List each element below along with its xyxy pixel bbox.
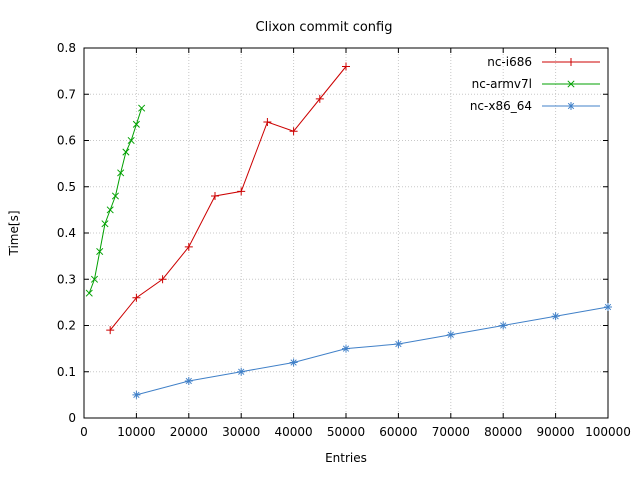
marker-plus xyxy=(263,118,272,126)
marker-x xyxy=(106,206,114,214)
marker-x xyxy=(111,192,119,200)
marker-star xyxy=(604,303,612,311)
series-line xyxy=(109,66,347,331)
marker-x xyxy=(90,275,99,283)
y-tick-label: 0 xyxy=(68,411,76,425)
legend-sample xyxy=(542,102,600,110)
x-tick-label: 100000 xyxy=(585,425,631,439)
legend-sample xyxy=(542,58,600,66)
marker-plus xyxy=(567,58,575,66)
marker-star xyxy=(290,359,297,366)
x-tick-label: 70000 xyxy=(432,425,470,439)
marker-x xyxy=(85,289,93,297)
marker-plus xyxy=(132,293,141,302)
marker-plus xyxy=(342,62,350,71)
y-tick-label: 0.7 xyxy=(57,87,76,101)
marker-star xyxy=(552,313,559,320)
marker-plus xyxy=(106,326,115,335)
chart-title: Clixon commit config xyxy=(256,20,393,35)
marker-x xyxy=(132,120,140,128)
y-tick-label: 0.3 xyxy=(57,272,76,286)
legend-label: nc-i686 xyxy=(487,55,532,69)
series-group xyxy=(85,62,612,399)
y-tick-label: 0.4 xyxy=(57,226,76,240)
marker-star xyxy=(447,331,454,338)
series-line xyxy=(136,306,609,396)
marker-plus xyxy=(211,192,219,200)
x-tick-label: 50000 xyxy=(327,425,365,439)
marker-plus xyxy=(158,275,167,284)
marker-x xyxy=(567,80,575,88)
x-tick-label: 60000 xyxy=(379,425,417,439)
y-axis-label: Time[s] xyxy=(7,211,21,257)
marker-star xyxy=(342,345,350,352)
marker-star xyxy=(500,322,507,329)
y-tick-label: 0.6 xyxy=(57,134,76,148)
x-tick-label: 30000 xyxy=(222,425,260,439)
x-tick-label: 0 xyxy=(80,425,88,439)
marker-plus xyxy=(184,242,193,251)
series-nc-i686 xyxy=(106,62,350,335)
x-tick-label: 40000 xyxy=(275,425,313,439)
marker-x xyxy=(127,136,135,145)
x-axis-label: Entries xyxy=(325,451,367,465)
marker-plus xyxy=(315,94,324,103)
marker-plus xyxy=(289,127,298,136)
axes: 0 10000 20000 30000 40000 50000 60000 70000 8000… xyxy=(57,41,631,439)
legend: nc-i686 nc-armv7l nc-x86_64 xyxy=(470,55,600,113)
legend-label: nc-x86_64 xyxy=(470,99,532,113)
series-line xyxy=(88,107,143,294)
series-nc-x86_64 xyxy=(132,303,612,399)
marker-x xyxy=(122,148,130,156)
marker-star xyxy=(133,391,140,399)
marker-star xyxy=(567,102,575,110)
marker-x xyxy=(138,104,146,112)
legend-label: nc-armv7l xyxy=(472,77,532,91)
plot-border xyxy=(83,47,609,419)
series-nc-armv7l xyxy=(85,104,146,297)
x-tick-label: 90000 xyxy=(537,425,575,439)
marker-star xyxy=(395,340,402,348)
marker-x xyxy=(117,169,125,177)
marker-plus xyxy=(237,187,246,196)
x-tick-label: 20000 xyxy=(170,425,208,439)
marker-star xyxy=(185,377,192,385)
y-tick-label: 0.5 xyxy=(57,180,76,194)
y-tick-label: 0.2 xyxy=(57,319,76,333)
marker-x xyxy=(101,220,109,228)
y-tick-label: 0.1 xyxy=(57,365,76,379)
marker-x xyxy=(96,247,104,256)
y-tick-label: 0.8 xyxy=(57,41,76,55)
x-tick-label: 80000 xyxy=(484,425,522,439)
legend-sample xyxy=(542,80,600,88)
marker-star xyxy=(238,368,245,375)
x-tick-label: 10000 xyxy=(117,425,155,439)
